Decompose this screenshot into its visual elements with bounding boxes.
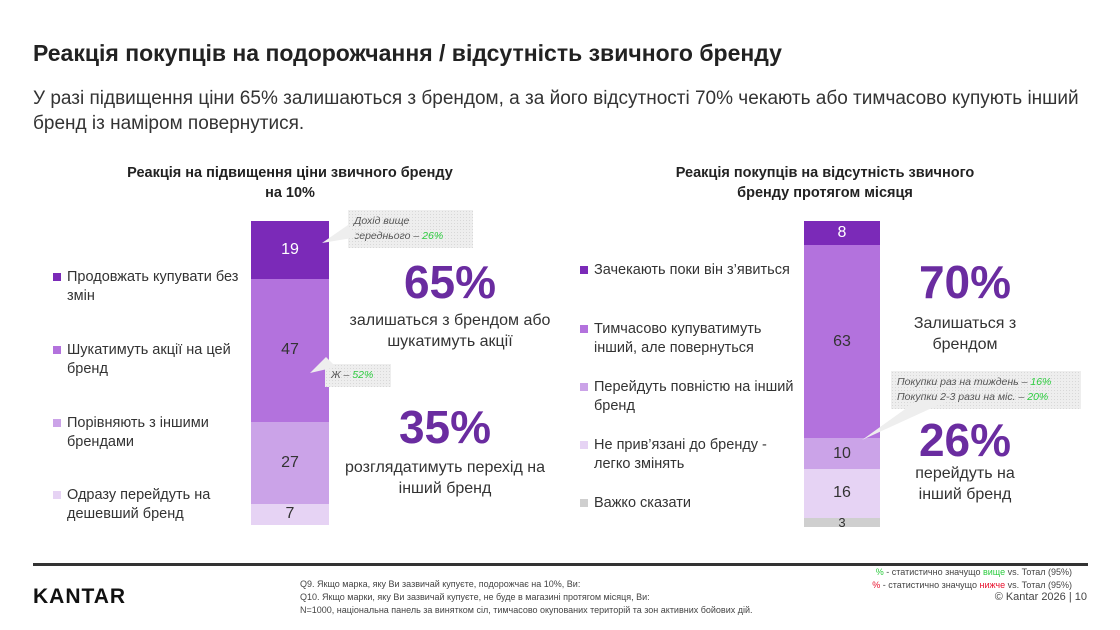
- bar-segment: 19: [251, 221, 329, 279]
- legend-swatch: [580, 266, 588, 274]
- legend-swatch: [580, 383, 588, 391]
- callout-text: Покупки раз на тиждень –: [897, 376, 1031, 388]
- left-stacked-bar: 19 47 27 7: [251, 221, 329, 525]
- copyright: © Kantar 2026 | 10: [994, 591, 1087, 603]
- legend-label: Одразу перейдуть на дешевший бренд: [67, 487, 211, 522]
- data-label: 10: [833, 444, 851, 462]
- callout-pointer: [862, 402, 945, 440]
- mark: %: [875, 567, 884, 577]
- legend-label: Порівняють з іншими брендами: [67, 415, 209, 450]
- legend-swatch: [53, 419, 61, 427]
- legend-item: Не прив’язані до бренду - легко змінять: [580, 436, 804, 474]
- legend-item: Зачекають поки він з’явиться: [580, 261, 804, 280]
- legend-label: Шукатимуть акції на цей бренд: [67, 342, 231, 377]
- bar-segment: 47: [251, 278, 329, 422]
- stat-65-text: залишаться з брендом або шукатимуть акці…: [349, 312, 551, 350]
- callout-income: Дохід вище середнього – 26%: [348, 210, 473, 248]
- bar-segment: 7: [251, 503, 329, 525]
- footnotes: Q9. Якщо марка, яку Ви зазвичай купуєте,…: [300, 578, 820, 617]
- callout-gender: Ж – 52%: [325, 364, 391, 387]
- legend-higher: % - статистично значущо вище vs. Тотал (…: [872, 566, 1072, 579]
- legend-swatch: [53, 346, 61, 354]
- kantar-logo: KANTAR: [33, 585, 127, 608]
- legend-label: Не прив’язані до бренду - легко змінять: [594, 437, 767, 472]
- stat-65: 65%: [403, 256, 497, 308]
- stat-35: 35%: [398, 401, 492, 453]
- bar-segment: 8: [804, 221, 880, 246]
- legend-label: Тимчасово купуватимуть інший, але поверн…: [594, 321, 762, 356]
- word: нижче: [979, 580, 1006, 590]
- bar-segment: 3: [804, 514, 880, 530]
- text: - статистично значущо: [883, 567, 983, 577]
- right-stacked-bar: 8 63 10 16 3: [804, 221, 880, 530]
- callout-value: 20%: [1027, 391, 1049, 403]
- data-label: 19: [281, 240, 299, 258]
- significance-legend: % - статистично значущо вище vs. Тотал (…: [872, 566, 1072, 592]
- page-title: Реакція покупців на подорожчання / відсу…: [33, 40, 782, 66]
- stat-35-text: розглядатимуть перехід на інший бренд: [345, 459, 545, 497]
- right-chart-title: Реакція покупців на відсутність звичного…: [675, 165, 975, 201]
- data-label: 27: [281, 453, 299, 471]
- footnote: Q10. Якщо марки, яку Ви зазвичай купуєте…: [300, 592, 650, 602]
- text: - статистично значущо: [880, 580, 980, 590]
- callout-pointer: [322, 225, 358, 243]
- left-chart-title: Реакція на підвищення ціни звичного брен…: [127, 165, 453, 201]
- footer-divider: [33, 563, 1088, 566]
- callout-value: 52%: [352, 369, 374, 381]
- callout-text: Покупки 2-3 рази на міс. –: [897, 391, 1028, 403]
- bar-segment: 10: [804, 438, 880, 469]
- legend-swatch: [580, 441, 588, 449]
- bar-segment: 27: [251, 421, 329, 504]
- text: vs. Тотал (95%): [1005, 567, 1072, 577]
- bar-segment: 63: [804, 245, 880, 439]
- legend-item: Перейдуть повністю на інший бренд: [580, 378, 804, 416]
- stat-70-text: Залишаться з брендом: [913, 315, 1017, 353]
- legend-item: Важко сказати: [580, 494, 804, 513]
- data-label: 7: [285, 505, 295, 523]
- legend-item: Порівняють з іншими брендами: [53, 414, 247, 452]
- data-label: 8: [837, 224, 847, 242]
- word: вище: [982, 567, 1006, 577]
- footnote: Q9. Якщо марка, яку Ви зазвичай купуєте,…: [300, 579, 581, 589]
- callout-text: Ж –: [331, 369, 353, 381]
- legend-label: Продовжать купувати без змін: [67, 269, 239, 304]
- page-subtitle: У разі підвищення ціни 65% залишаються з…: [33, 88, 1079, 134]
- legend-item: Тимчасово купуватимуть інший, але поверн…: [580, 320, 804, 358]
- legend-item: Шукатимуть акції на цей бренд: [53, 341, 247, 379]
- legend-swatch: [580, 325, 588, 333]
- legend-lower: % - статистично значущо нижче vs. Тотал …: [872, 579, 1072, 592]
- legend-swatch: [53, 273, 61, 281]
- stat-26-text: перейдуть на інший бренд: [915, 465, 1015, 503]
- stat-70: 70%: [918, 256, 1012, 308]
- legend-swatch: [53, 491, 61, 499]
- data-label: 47: [281, 341, 299, 359]
- data-label: 3: [838, 514, 846, 530]
- legend-label: Зачекають поки він з’явиться: [594, 262, 790, 278]
- footnote: N=1000, національна панель за винятком с…: [300, 605, 753, 615]
- text: vs. Тотал (95%): [1005, 580, 1072, 590]
- callout-value: 16%: [1030, 376, 1052, 388]
- callout-pointer: [310, 357, 336, 373]
- legend-swatch: [580, 499, 588, 507]
- stat-26: 26%: [918, 414, 1012, 466]
- data-label: 16: [833, 484, 851, 502]
- legend-item: Одразу перейдуть на дешевший бренд: [53, 486, 247, 524]
- mark: %: [872, 580, 881, 590]
- callout-text: Дохід вище середнього –: [354, 215, 423, 242]
- legend-label: Перейдуть повністю на інший бренд: [594, 379, 794, 414]
- bar-segment: 16: [804, 468, 880, 518]
- legend-label: Важко сказати: [594, 495, 691, 511]
- callout-value: 26%: [422, 230, 444, 242]
- data-label: 63: [833, 332, 851, 350]
- legend-item: Продовжать купувати без змін: [53, 268, 247, 306]
